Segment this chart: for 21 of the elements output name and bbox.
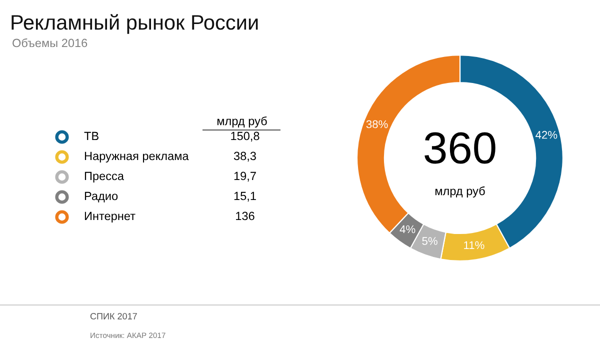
text: 150,8	[231, 132, 260, 142]
data-label: 11%	[464, 241, 484, 250]
chart-subtitle: Объемы 2016	[12, 38, 88, 48]
legend-label: Радио	[84, 192, 118, 202]
text: 15,1	[234, 192, 256, 202]
data-label: 38%	[366, 120, 388, 128]
text: 360	[424, 132, 496, 164]
data-label: 4%	[400, 225, 416, 234]
text: млрд руб	[435, 186, 485, 198]
legend-label: Интернет	[84, 212, 136, 223]
text: 38,3	[234, 152, 256, 162]
legend-title: млрд руб	[217, 116, 267, 128]
data-label: 5%	[422, 237, 438, 245]
text: 19,7	[234, 172, 256, 182]
text: СПИК 2017	[90, 313, 137, 320]
legend-label: Пресса	[84, 172, 124, 182]
text: 136	[236, 212, 254, 220]
chart-title: Рекламный рынок России	[12, 14, 258, 34]
data-label: 42%	[536, 130, 558, 139]
legend-label: ТВ	[84, 132, 98, 140]
legend-label: Наружная реклама	[84, 152, 189, 162]
